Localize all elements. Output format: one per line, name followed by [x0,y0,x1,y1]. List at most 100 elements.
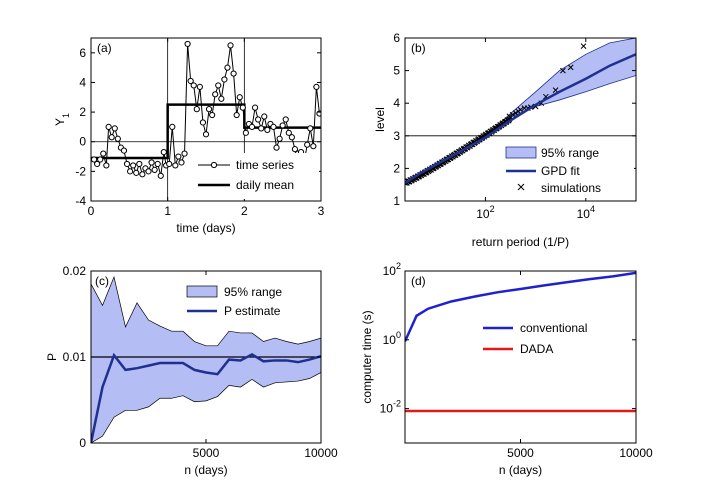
time-series-point [261,113,268,120]
time-series-point [218,95,225,102]
time-series-point [169,123,176,131]
simulation-point [509,111,516,118]
time-series-point [160,149,167,156]
time-series-point [255,116,262,123]
y-tick-label: 102 [383,261,401,278]
conventional-line [405,271,636,342]
y-tick-label: 10-2 [380,399,401,416]
x-tick-label: 5000 [193,446,220,460]
time-series-point [190,82,197,89]
x-tick-label: 2 [241,204,248,218]
time-series-point [221,76,228,83]
time-series-point [187,77,194,85]
time-series-point [111,125,118,132]
time-series-point [233,111,240,119]
time-series-point [196,83,203,91]
time-series-point [236,94,243,101]
y-tick-label: 0 [79,436,86,450]
y-axis-label: Y1 [53,113,71,126]
y-axis-label-subscript: 1 [61,113,71,118]
panel-label: (c) [95,274,109,288]
legend: time series daily mean [197,153,319,199]
time-series-point [288,134,295,141]
time-series-point [310,143,317,150]
time-series-point [94,160,101,168]
time-series-point [148,159,155,166]
time-series-point [270,123,277,131]
time-series-point [258,125,265,132]
time-series-point [136,160,143,168]
y-tick-label: 6 [79,46,86,60]
y-tick-label: 100 [383,330,401,347]
time-series-point [224,64,231,71]
x-axis-label: time (days) [176,221,235,235]
plot-area [91,38,321,201]
daily-mean-line [91,103,321,160]
legend: 95% range P estimate [182,279,318,324]
legend: conventional DADA [478,318,594,358]
time-series-point [304,141,311,148]
legend-range-label: 95% range [224,285,282,299]
simulation-point [580,43,587,50]
time-series-point [120,147,128,154]
time-series-point [248,123,256,131]
simulation-point [560,67,566,74]
gpd-fit-line [405,53,636,185]
y-tick-label-base: 10 [380,402,394,416]
time-series-point [127,168,134,175]
x-axis-label: n (days) [499,463,542,477]
time-series-point [100,150,107,157]
legend-box [478,318,594,358]
x-tick-label: 1 [164,204,171,218]
simulation-point [512,110,519,116]
x-tick-label-base: 10 [476,207,490,221]
time-series-point [264,126,271,133]
y-tick-label: 0.01 [63,350,87,364]
time-series-point [285,129,292,136]
y-tick-label: 6 [393,31,400,45]
time-series-point [251,104,259,111]
legend-fit-label: GPD fit [541,164,580,178]
time-series-point [114,135,121,142]
time-series-point [97,156,104,163]
time-series-point [313,83,320,91]
legend-dada-label: DADA [520,342,553,356]
time-series-point [242,129,249,136]
panel-label: (d) [411,274,426,288]
y-tick-label-base: 10 [383,333,397,347]
simulation-point [506,113,513,120]
legend-box [197,153,319,199]
time-series-point [181,150,188,157]
y-tick-label-exponent: 2 [396,261,401,271]
time-series-point [230,70,237,77]
plot-area [405,38,636,186]
legend-range-label: 95% range [541,146,599,160]
time-series-point [193,106,200,113]
y-tick-label: 2 [79,105,86,119]
time-series-point [273,144,280,151]
plot-area [405,271,636,413]
x-tick-label: 0 [88,204,95,218]
y-tick-label-exponent: -2 [393,399,401,409]
time-series-point [105,123,112,131]
time-series-point [212,91,219,98]
time-series-point [175,153,182,160]
plot-area [91,275,321,443]
panel-label: (a) [97,41,112,55]
y-tick-label: 2 [393,161,400,175]
time-series-point [239,104,246,111]
y-tick-label: -4 [75,194,86,208]
x-tick-label-exponent: 4 [590,204,595,214]
y-tick-label-exponent: 0 [396,330,401,340]
time-series-point [166,160,173,168]
time-series-point [276,135,283,142]
x-tick-label: 3 [318,204,325,218]
y-tick-label: 5 [393,64,400,78]
time-series-point [123,160,131,168]
x-tick-label-base: 10 [577,207,591,221]
y-axis-label-main: Y [53,118,67,126]
y-axis-label: P [45,353,59,361]
